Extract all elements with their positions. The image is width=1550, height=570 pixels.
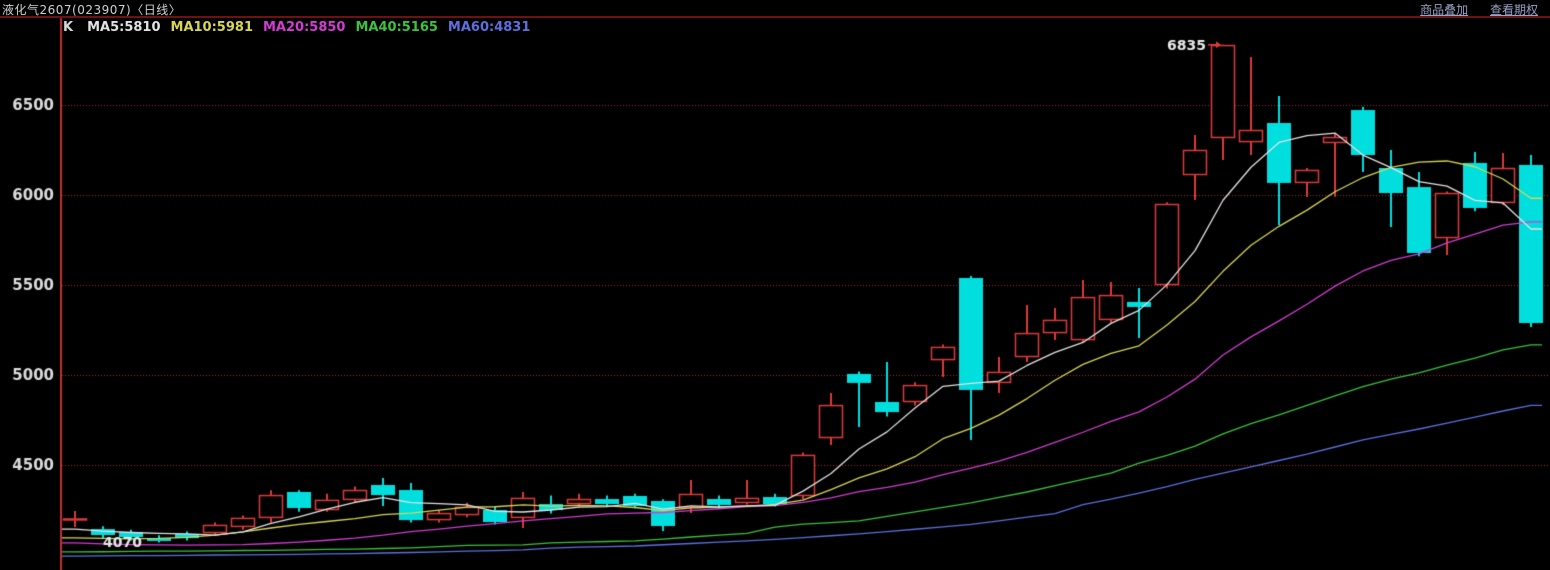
legend-ma5: MA5:5810 (87, 20, 161, 35)
legend-k: K (63, 20, 74, 35)
contract-title: 液化气2607(023907)〈日线〉 (2, 3, 182, 17)
legend-ma20: MA20:5850 (262, 20, 346, 35)
link-overlay-commodity[interactable]: 商品叠加 (1420, 3, 1469, 17)
legend-ma40: MA40:5165 (355, 20, 438, 35)
title-bar: 液化气2607(023907)〈日线〉 商品叠加 查看期权 (0, 0, 1550, 18)
legend-ma60: MA60:4831 (447, 20, 531, 35)
header-links: 商品叠加 查看期权 (1402, 1, 1538, 18)
link-view-options[interactable]: 查看期权 (1489, 3, 1538, 17)
ma-legend: K MA5:5810 MA10:5981 MA20:5850 MA40:5165 MA60… (63, 20, 540, 35)
legend-ma10: MA10:5981 (170, 20, 253, 35)
